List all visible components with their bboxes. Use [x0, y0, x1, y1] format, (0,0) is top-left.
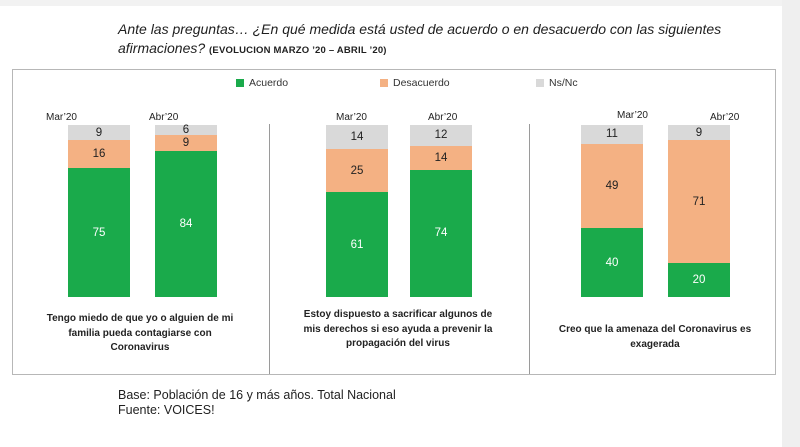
footer-base: Base: Población de 16 y más años. Total … — [118, 388, 396, 402]
bar-segment-nsnc: 9 — [68, 125, 130, 141]
data-label-desacuerdo: 25 — [350, 164, 364, 177]
data-label-acuerdo: 74 — [434, 227, 448, 240]
bar-segment-desacuerdo: 14 — [410, 145, 472, 170]
bar-segment-desacuerdo: 16 — [68, 140, 130, 168]
bar-segment-desacuerdo: 9 — [155, 135, 217, 152]
data-label-nsnc: 9 — [95, 126, 103, 139]
bar-segment-nsnc: 11 — [581, 125, 643, 144]
bar-segment-acuerdo: 84 — [155, 151, 217, 297]
bar-segment-nsnc: 9 — [668, 125, 730, 141]
legend-label-desacuerdo: Desacuerdo — [393, 77, 450, 89]
bar-segment-acuerdo: 61 — [326, 192, 388, 297]
period-label: Abr’20 — [710, 112, 740, 123]
data-label-nsnc: 6 — [182, 124, 190, 137]
data-label-acuerdo: 20 — [692, 273, 706, 286]
bar-segment-acuerdo: 75 — [68, 168, 130, 297]
data-label-desacuerdo: 9 — [182, 137, 190, 150]
legend-item-acuerdo: Acuerdo — [236, 77, 288, 89]
panel-caption: Creo que la amenaza del Coronavirus es e… — [558, 324, 752, 350]
panel-caption: Estoy dispuesto a sacrificar algunos de … — [303, 309, 493, 349]
chart-question: Ante las preguntas… ¿En qué medida está … — [118, 20, 738, 60]
chart-frame — [12, 69, 776, 375]
legend-swatch-nsnc — [536, 79, 544, 87]
period-label: Mar’20 — [336, 112, 367, 123]
period-label: Mar’20 — [46, 112, 77, 123]
legend-swatch-acuerdo — [236, 79, 244, 87]
bar-segment-desacuerdo: 49 — [581, 143, 643, 229]
period-label: Abr’20 — [428, 112, 458, 123]
bar-segment-acuerdo: 74 — [410, 169, 472, 297]
legend-swatch-desacuerdo — [380, 79, 388, 87]
top-edge — [0, 0, 800, 6]
bar-segment-desacuerdo: 71 — [668, 140, 730, 263]
data-label-acuerdo: 75 — [92, 226, 106, 239]
data-label-desacuerdo: 49 — [605, 180, 619, 193]
data-label-nsnc: 11 — [606, 128, 618, 141]
data-label-desacuerdo: 71 — [692, 195, 706, 208]
footer-source: Fuente: VOICES! — [118, 403, 215, 417]
footer: Base: Población de 16 y más años. Total … — [118, 388, 396, 418]
data-label-nsnc: 12 — [434, 129, 448, 142]
panel-caption: Tengo miedo de que yo o alguien de mi fa… — [46, 313, 234, 353]
data-label-nsnc: 9 — [695, 126, 703, 139]
chart-legend: Acuerdo Desacuerdo Ns/Nc — [0, 77, 800, 93]
right-edge — [782, 0, 800, 447]
legend-item-desacuerdo: Desacuerdo — [380, 77, 450, 89]
legend-item-nsnc: Ns/Nc — [536, 77, 578, 89]
panel-divider — [529, 124, 530, 374]
legend-label-acuerdo: Acuerdo — [249, 77, 289, 89]
data-label-nsnc: 14 — [350, 131, 364, 144]
data-label-desacuerdo: 14 — [434, 151, 448, 164]
data-label-acuerdo: 61 — [350, 238, 364, 251]
bar-segment-acuerdo: 40 — [581, 228, 643, 297]
bar-segment-acuerdo: 20 — [668, 262, 730, 297]
bar-segment-nsnc: 14 — [326, 125, 388, 150]
period-label: Mar’20 — [617, 110, 648, 121]
data-label-acuerdo: 40 — [605, 256, 619, 269]
question-subtitle: (EVOLUCION MARZO ’20 – ABRIL ’20) — [209, 45, 387, 56]
period-label: Abr’20 — [149, 112, 179, 123]
question-text: Ante las preguntas… ¿En qué medida está … — [118, 21, 722, 56]
bar-segment-desacuerdo: 25 — [326, 149, 388, 193]
bar-segment-nsnc: 12 — [410, 125, 472, 146]
data-label-acuerdo: 84 — [179, 218, 193, 231]
panel-divider — [269, 124, 270, 374]
bar-segment-nsnc: 6 — [155, 124, 217, 137]
data-label-desacuerdo: 16 — [92, 148, 106, 161]
legend-label-nsnc: Ns/Nc — [549, 77, 578, 89]
